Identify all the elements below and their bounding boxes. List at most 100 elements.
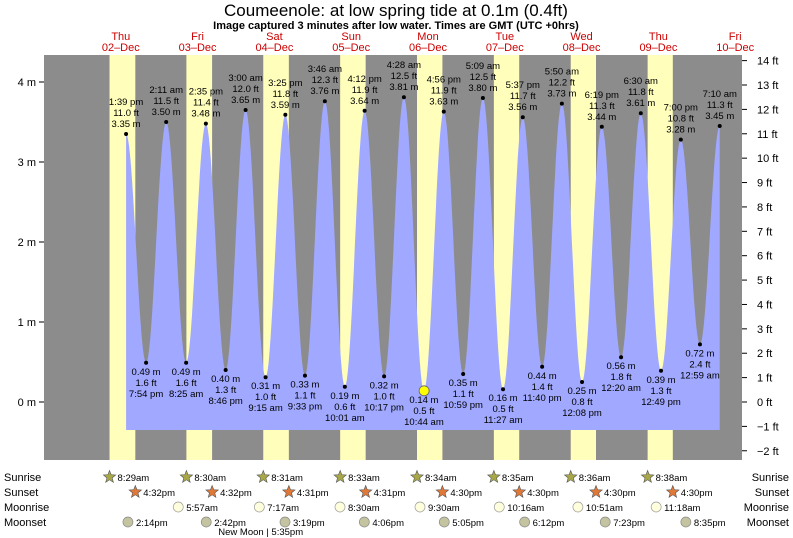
high-tide-point [717, 124, 722, 128]
moonset-time: 7:23pm [613, 518, 645, 529]
low-tide-time: 10:17 pm [364, 402, 404, 413]
low-tide-time: 8:46 pm [208, 396, 242, 407]
y-left-tick-label: 2 m [18, 237, 36, 249]
high-tide-ft: 12.0 ft [232, 84, 259, 95]
low-tide-time: 7:54 pm [129, 389, 163, 400]
low-tide-ft: 1.4 ft [532, 382, 553, 393]
low-tide-point [342, 384, 347, 389]
moonset-icon [599, 516, 611, 528]
high-tide-ft: 12.5 ft [391, 71, 418, 82]
high-tide-point [638, 111, 643, 116]
y-right-tick-label: 3 ft [757, 324, 772, 336]
day-label-dow: Fri [729, 31, 742, 43]
new-moon-label: New Moon | 5:35pm [218, 527, 303, 538]
low-tide-point [580, 380, 585, 384]
day-label-date: 09–Dec [639, 42, 677, 54]
high-tide-point [480, 96, 485, 100]
sunset-time: 4:30pm [450, 488, 482, 499]
moonrise-icon [172, 501, 184, 513]
high-tide-m: 3.73 m [547, 89, 576, 100]
moonrise-time: 11:18am [664, 503, 700, 514]
high-tide-m: 3.35 m [112, 119, 141, 130]
high-tide-ft: 11.5 ft [153, 96, 179, 107]
high-tide-m: 3.45 m [705, 111, 734, 122]
low-tide-time: 10:44 am [404, 417, 444, 428]
sunset-time: 4:32pm [143, 488, 175, 499]
day-label-date: 04–Dec [255, 42, 293, 54]
low-tide-time: 11:27 am [484, 415, 523, 426]
high-tide-m: 3.44 m [587, 112, 616, 123]
sunset-time: 4:32pm [220, 488, 252, 499]
high-tide-point [559, 101, 564, 106]
low-tide-m: 0.39 m [646, 375, 675, 386]
y-right-tick-label: 1 ft [757, 373, 772, 385]
day-labels: Thu02–DecFri03–DecSat04–DecSun05–DecMon0… [102, 31, 755, 54]
day-label-date: 05–Dec [332, 42, 370, 54]
moonrise-icon [334, 501, 346, 513]
low-tide-point [223, 368, 228, 372]
day-label-dow: Tue [496, 31, 515, 43]
sunrise-icon [179, 469, 194, 483]
low-tide-ft: 1.8 ft [611, 372, 632, 383]
row-label-moonrise-right: Moonrise [744, 502, 789, 514]
moonrise-time: 8:30am [348, 503, 380, 514]
day-label-dow: Mon [417, 31, 438, 43]
moonrise-time: 9:30am [428, 503, 460, 514]
tide-water-area [126, 97, 720, 430]
astro-rows: Sunrise Sunrise Sunset Sunset Moonrise Moonri… [4, 469, 789, 538]
high-tide-m: 3.80 m [468, 83, 497, 94]
sunrise-time: 8:30am [194, 473, 226, 484]
high-tide-m: 3.76 m [310, 86, 339, 97]
sunset-icon [205, 484, 220, 498]
high-tide-point [203, 121, 208, 126]
row-label-sunset-right: Sunset [755, 487, 789, 499]
sunrise-time: 8:33am [348, 473, 380, 484]
chart-subtitle: Image captured 3 minutes after low water… [213, 20, 579, 32]
moonset-time: 4:06pm [372, 518, 404, 529]
sunset-icon [665, 484, 680, 498]
y-right-tick-label: 0 ft [757, 397, 772, 409]
low-tide-time: 10:01 am [325, 413, 365, 424]
day-label-dow: Thu [111, 31, 130, 43]
day-label-date: 07–Dec [486, 42, 524, 54]
high-tide-point [678, 137, 683, 142]
y-left-tick-label: 1 m [18, 317, 36, 329]
high-tide-point [124, 132, 129, 136]
low-tide-ft: 1.1 ft [294, 391, 315, 402]
y-right-tick-label: −2 ft [757, 446, 779, 458]
low-tide-m: 0.40 m [211, 374, 240, 385]
low-tide-ft: 0.8 ft [571, 397, 592, 408]
moonrise-icon [572, 501, 584, 513]
low-tide-point [302, 373, 307, 378]
sunset-time: 4:31pm [297, 488, 329, 499]
moonrise-time: 10:51am [586, 503, 623, 514]
high-tide-time: 2:35 pm [189, 87, 223, 98]
y-left-tick-label: 3 m [18, 157, 36, 169]
sunrise-time: 8:36am [579, 473, 611, 484]
day-label-date: 03–Dec [179, 42, 217, 54]
y-right-tick-label: 2 ft [757, 348, 772, 360]
sunrise-icon [410, 469, 424, 483]
low-tide-ft: 1.0 ft [374, 391, 395, 402]
moonset-icon [438, 516, 450, 528]
moonset-icon [358, 516, 370, 528]
high-tide-point [401, 95, 406, 100]
moonrise-icon [253, 501, 265, 513]
moonset-time: 8:35pm [694, 518, 726, 529]
high-tide-point [362, 108, 367, 113]
day-label-date: 02–Dec [102, 42, 140, 54]
low-tide-ft: 0.6 ft [334, 402, 355, 413]
low-tide-time: 9:33 pm [288, 402, 322, 413]
high-tide-time: 2:11 am [149, 85, 183, 96]
sunset-icon [128, 484, 143, 498]
low-tide-ft: 0.5 ft [413, 406, 434, 417]
sunset-icon [435, 484, 450, 498]
moonset-icon [279, 516, 291, 528]
moonset-time: 3:19pm [293, 518, 325, 529]
sunset-icon [589, 484, 603, 498]
high-tide-point [441, 109, 446, 114]
row-label-moonset-right: Moonset [747, 517, 789, 529]
day-label-dow: Wed [570, 31, 592, 43]
high-tide-ft: 11.4 ft [193, 98, 219, 109]
